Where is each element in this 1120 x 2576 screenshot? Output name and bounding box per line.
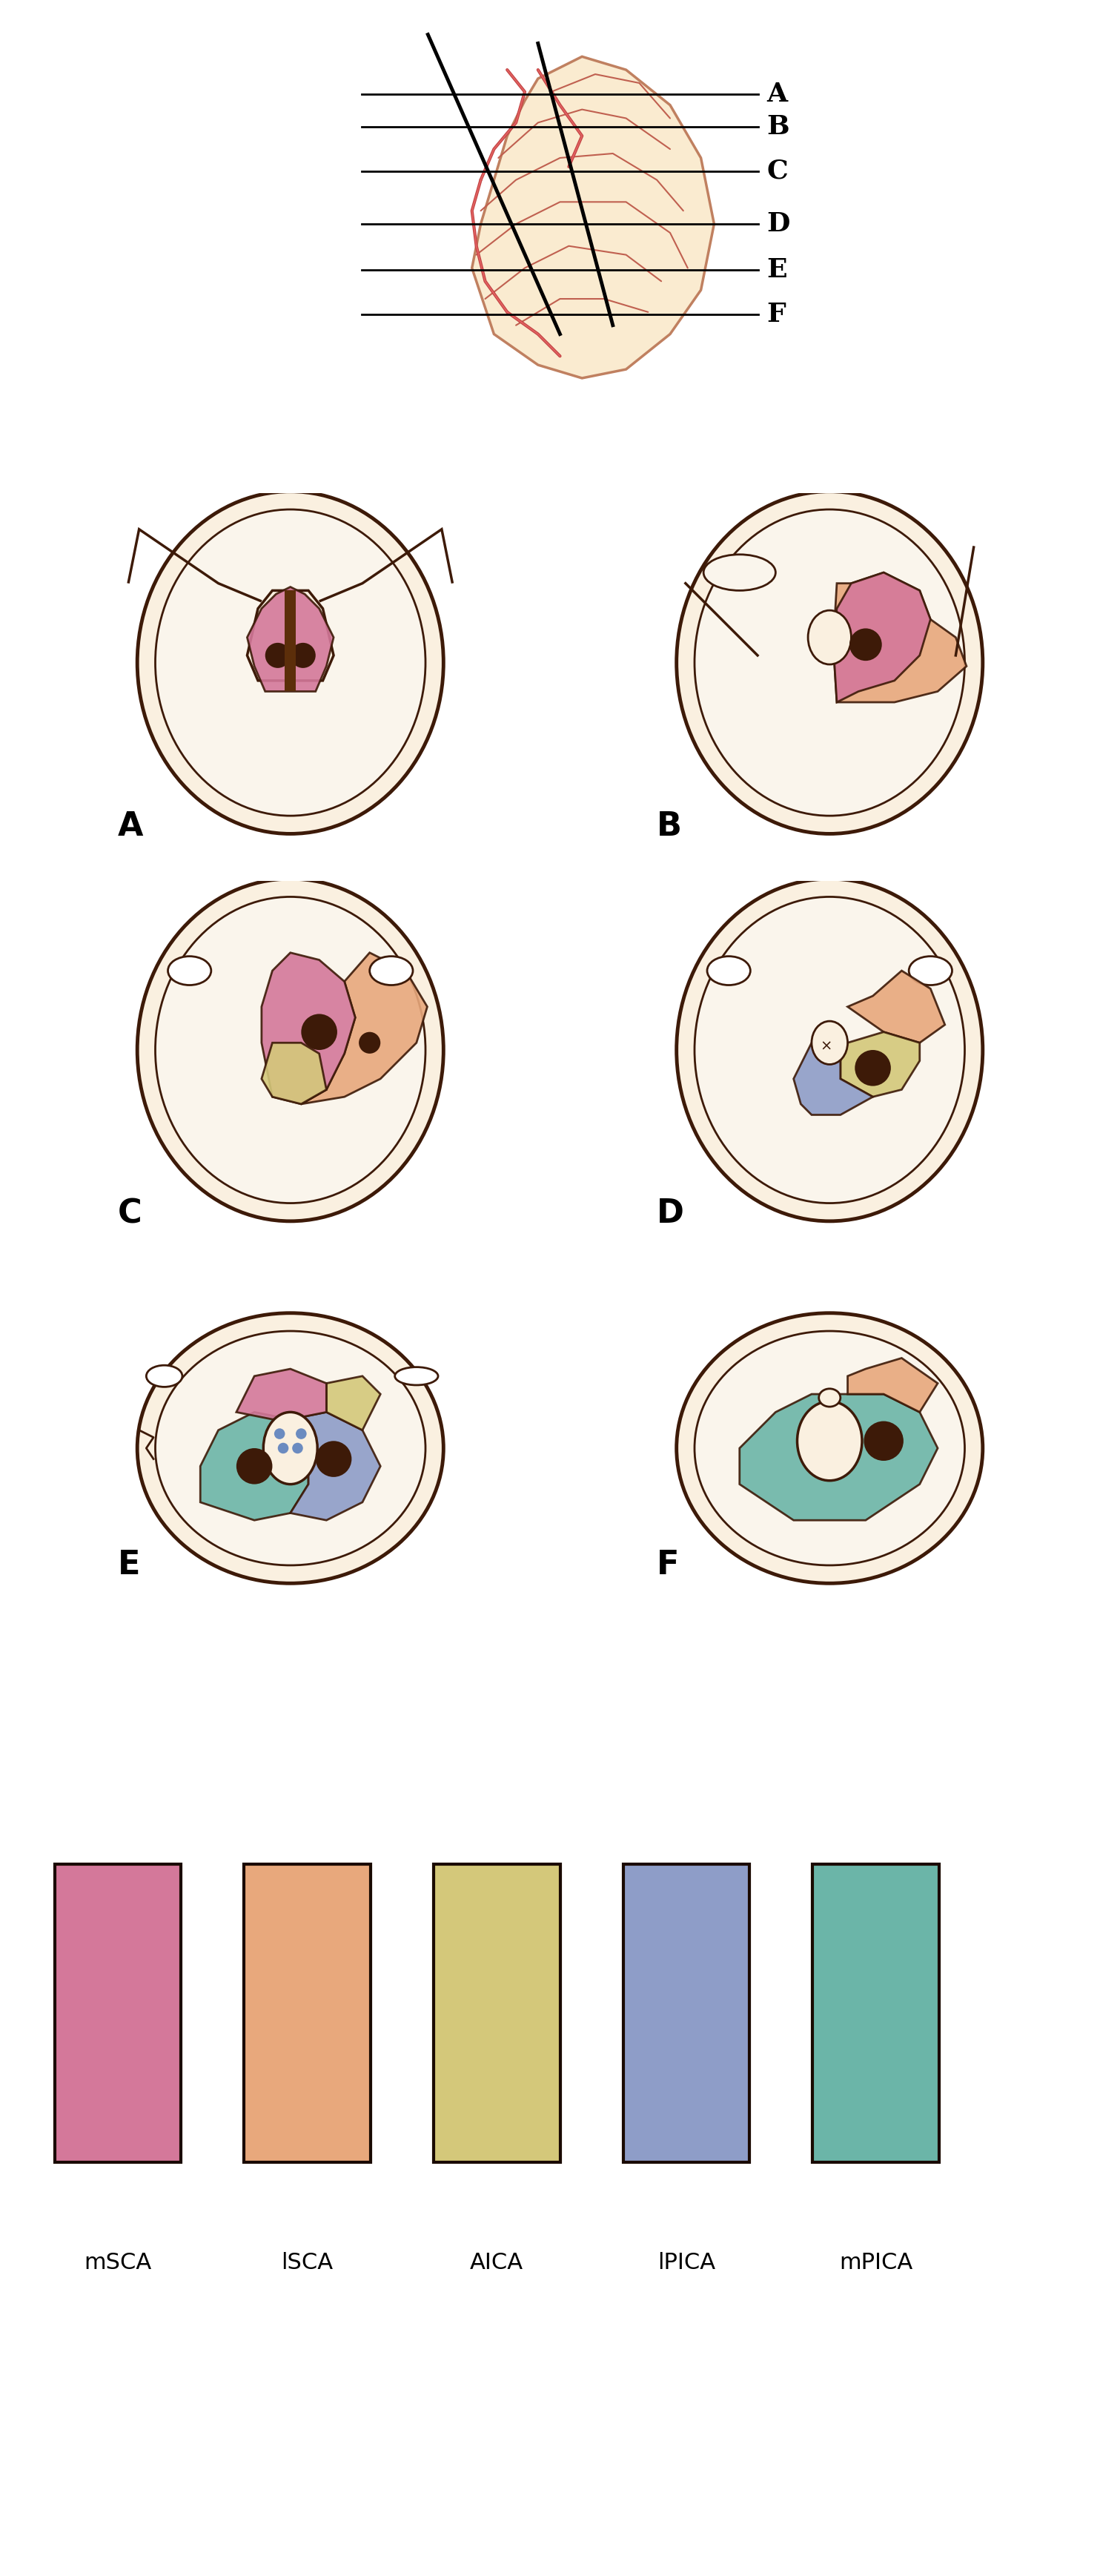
Ellipse shape [370,956,413,984]
Ellipse shape [156,1332,426,1566]
Polygon shape [833,572,931,703]
Ellipse shape [168,956,212,984]
Circle shape [855,1051,890,1087]
Ellipse shape [694,896,964,1203]
FancyBboxPatch shape [433,1865,560,2161]
Polygon shape [248,590,334,680]
Circle shape [236,1448,272,1484]
Polygon shape [284,590,296,690]
Polygon shape [848,1358,937,1412]
Circle shape [292,1443,304,1453]
FancyBboxPatch shape [813,1865,939,2161]
Text: mSCA: mSCA [84,2251,151,2275]
Polygon shape [840,1033,920,1097]
Text: C: C [118,1198,142,1229]
Text: D: D [656,1198,684,1229]
Ellipse shape [703,554,775,590]
Ellipse shape [156,510,426,817]
Text: AICA: AICA [470,2251,523,2275]
Circle shape [316,1440,352,1476]
Polygon shape [739,1394,937,1520]
Circle shape [265,644,290,667]
FancyBboxPatch shape [623,1865,749,2161]
Ellipse shape [138,1314,444,1584]
Ellipse shape [908,956,952,984]
Text: B: B [656,811,682,842]
Text: A: A [118,811,143,842]
Text: D: D [767,211,791,237]
Ellipse shape [694,1332,964,1566]
Polygon shape [848,971,945,1043]
Ellipse shape [676,1314,982,1584]
Ellipse shape [138,878,444,1221]
Text: F: F [767,301,786,327]
Polygon shape [248,587,334,690]
Polygon shape [794,1043,872,1115]
Ellipse shape [676,492,982,835]
Ellipse shape [812,1020,848,1064]
Circle shape [274,1427,284,1440]
Ellipse shape [797,1401,862,1481]
Text: C: C [767,160,788,183]
Ellipse shape [676,878,982,1221]
Text: A: A [767,82,787,106]
Polygon shape [833,572,967,703]
Ellipse shape [138,492,444,835]
Text: lPICA: lPICA [657,2251,716,2275]
Polygon shape [290,1412,381,1520]
Polygon shape [326,1376,381,1430]
Ellipse shape [395,1368,438,1386]
Polygon shape [262,953,355,1105]
Ellipse shape [808,611,851,665]
Circle shape [290,644,316,667]
Ellipse shape [156,896,426,1203]
Circle shape [301,1015,337,1051]
Ellipse shape [819,1388,840,1406]
Circle shape [864,1422,904,1461]
Circle shape [278,1443,289,1453]
Ellipse shape [147,1365,183,1386]
Text: B: B [767,113,790,139]
Text: E: E [118,1548,140,1582]
Polygon shape [301,953,427,1105]
Text: mPICA: mPICA [839,2251,913,2275]
Circle shape [358,1033,381,1054]
Polygon shape [236,1368,326,1419]
FancyBboxPatch shape [244,1865,371,2161]
FancyBboxPatch shape [55,1865,181,2161]
Polygon shape [200,1412,308,1520]
Text: lSCA: lSCA [281,2251,334,2275]
Ellipse shape [707,956,750,984]
Text: F: F [656,1548,679,1582]
Text: ×: × [820,1038,832,1054]
Ellipse shape [694,510,964,817]
Polygon shape [262,1043,326,1105]
Ellipse shape [263,1412,317,1484]
Circle shape [296,1427,307,1440]
Text: E: E [767,258,787,283]
Polygon shape [472,57,715,379]
Circle shape [849,629,881,662]
